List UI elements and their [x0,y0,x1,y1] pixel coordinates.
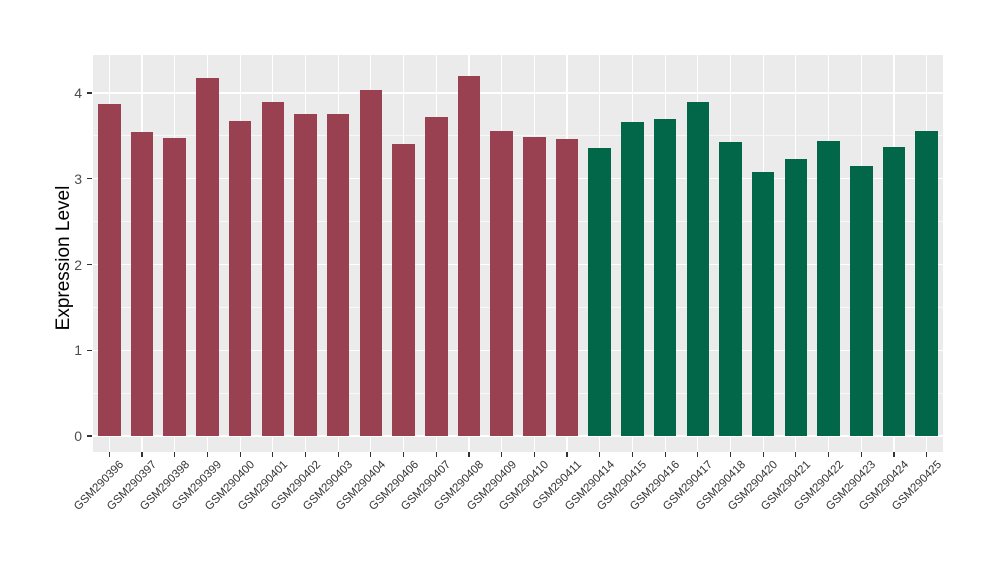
x-axis-tick [337,452,339,457]
bar-GSM290407 [425,117,448,436]
bar-GSM290420 [751,171,775,436]
bar-GSM290422 [817,141,840,436]
bar-GSM290409 [490,130,513,436]
bar-GSM290397 [130,131,154,436]
gridline-major-horizontal [93,178,943,180]
x-axis-tick [501,452,503,457]
y-axis-tick [87,349,92,351]
x-axis-tick [141,452,143,457]
x-axis-tick [697,452,699,457]
x-axis-tick [631,452,633,457]
x-axis-tick [893,452,895,457]
bar-GSM290418 [719,141,742,436]
x-axis-tick [206,452,208,457]
x-axis-tick [174,452,176,457]
bar-GSM290425 [915,130,938,436]
gridline-minor-horizontal [93,392,943,394]
y-axis-tick [87,435,92,437]
x-axis-tick [402,452,405,457]
x-axis-tick [435,452,437,457]
bar-GSM290421 [784,159,808,436]
bar-GSM290403 [326,114,350,436]
x-axis-tick [370,452,372,457]
gridline-major-horizontal [93,435,943,437]
bar-GSM290417 [686,101,710,436]
x-axis-tick [272,452,274,457]
bar-GSM290402 [294,114,317,436]
y-axis-tick-label: 1 [74,342,82,359]
bar-GSM290415 [621,122,644,436]
bar-GSM290414 [588,147,611,436]
x-axis-tick [827,452,830,457]
gridline-minor-horizontal [93,306,943,308]
gridline-minor-horizontal [93,221,943,223]
bar-GSM290404 [359,89,383,436]
x-axis-tick [729,452,732,457]
x-axis-tick [926,452,928,457]
bar-GSM290406 [392,143,415,436]
x-axis-tick [762,452,764,457]
y-axis-tick [87,178,92,180]
x-axis-tick [795,452,797,457]
y-axis-tick-label: 0 [74,428,82,444]
x-axis-tick [108,452,110,457]
y-axis-tick [87,263,92,266]
y-axis-tick-label: 4 [74,85,82,101]
x-axis-tick [860,452,862,457]
y-axis-tick-label: 3 [74,170,82,187]
x-axis-tick [304,452,307,457]
x-axis-tick [664,452,666,457]
bar-GSM290410 [523,136,546,436]
gridline-major-horizontal [93,263,943,266]
x-axis-tick [533,452,535,457]
bar-GSM290424 [882,147,906,436]
gridline-major-horizontal [93,349,943,351]
y-axis-tick-label: 2 [74,256,82,273]
bar-GSM290401 [261,101,285,436]
x-axis-tick [599,452,601,457]
bar-GSM290411 [555,139,579,436]
bar-GSM290400 [228,121,252,436]
gridline-minor-horizontal [93,135,943,137]
gridline-major-horizontal [93,92,943,94]
bar-GSM290408 [457,75,481,436]
x-axis-tick [239,452,241,457]
bar-GSM290399 [196,77,219,436]
y-axis-tick [87,92,92,94]
bar-GSM290416 [653,118,677,436]
plot-panel [93,55,943,452]
bar-GSM290423 [850,165,873,436]
x-axis-tick [468,452,470,457]
bar-GSM290398 [163,137,186,436]
bar-GSM290396 [98,104,121,436]
x-axis-tick [566,452,568,457]
